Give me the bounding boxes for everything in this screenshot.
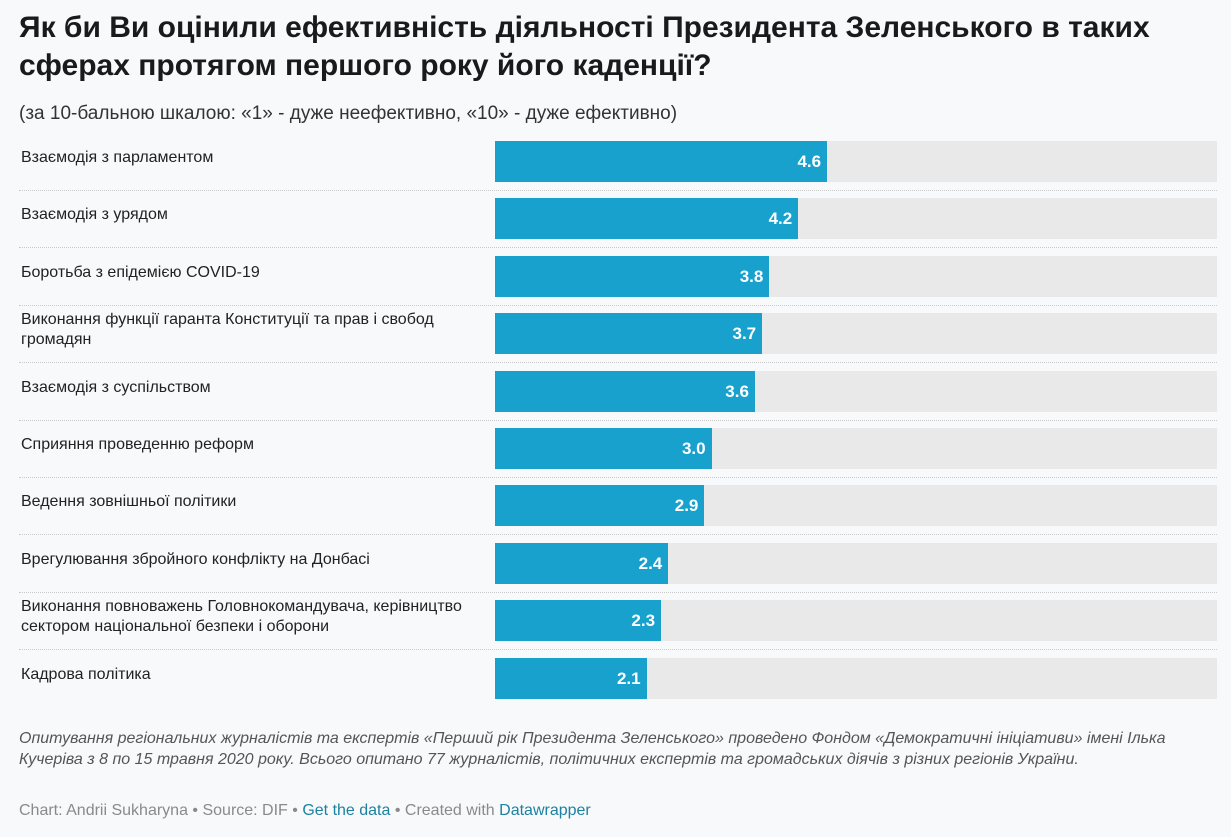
bar [495, 141, 828, 182]
chart-title: Як би Ви оцінили ефективність діяльності… [19, 11, 1150, 82]
category-label: Боротьба з епідемією COVID-19 [21, 263, 260, 281]
chart-notes: Опитування регіональних журналістів та е… [19, 730, 1166, 768]
bar [495, 198, 799, 240]
bar-track: 2.3 [495, 600, 1217, 642]
bar-track: 2.9 [495, 485, 1217, 527]
bar-chart: Взаємодія з парламентом 4.6 Взаємодія з ур… [19, 134, 1217, 706]
bar-value-label: 4.6 [797, 152, 822, 171]
bar-track: 4.2 [495, 198, 1217, 240]
category-label: Врегулювання збройного конфлікту на Донб… [21, 550, 370, 568]
chart-row: Виконання повноважень Головнокомандувача… [19, 593, 1217, 651]
chart-row: Боротьба з епідемією COVID-19 3.8 [19, 249, 1217, 306]
category-label: Виконання функції гаранта Конституції та… [21, 311, 434, 349]
bar-value-label: 2.1 [616, 668, 641, 688]
bar [495, 542, 669, 584]
category-label: Кадрова політика [21, 665, 151, 683]
bar-value-label: 3.8 [739, 266, 764, 286]
bar-value-label: 3.7 [732, 324, 757, 344]
bar [495, 313, 763, 355]
category-label: Взаємодія з урядом [21, 206, 168, 224]
bar [495, 657, 647, 699]
get-the-data-link[interactable]: Get the data [302, 802, 391, 819]
category-label: Взаємодія з парламентом [21, 149, 214, 166]
datawrapper-link[interactable]: Datawrapper [499, 802, 591, 819]
chart-row: Ведення зовнішньої політики 2.9 [19, 478, 1217, 536]
bar-value-label: 2.9 [674, 496, 699, 516]
chart-row: Кадрова політика 2.1 [19, 651, 1217, 708]
category-label: Виконання повноважень Головнокомандувача… [21, 598, 462, 636]
bar-track: 3.7 [495, 313, 1217, 355]
bar-value-label: 4.2 [768, 209, 793, 229]
chart-row: Взаємодія з парламентом 4.6 [19, 134, 1217, 191]
chart-footer: Chart: Andrii Sukharyna • Source: DIF • … [19, 801, 591, 821]
chart-row: Виконання функції гаранта Конституції та… [19, 306, 1217, 364]
category-label: Сприяння проведенню реформ [21, 436, 254, 453]
chart-subtitle: (за 10-бальною шкалою: «1» - дуже неефек… [19, 103, 678, 124]
bar-track: 3.8 [495, 255, 1217, 297]
bar-track: 3.0 [495, 428, 1217, 469]
bar [495, 600, 662, 642]
bar-track: 4.6 [495, 141, 1217, 182]
bar-value-label: 3.6 [725, 381, 749, 401]
bar-track: 2.4 [495, 542, 1217, 584]
chart-row: Взаємодія з урядом 4.2 [19, 191, 1217, 249]
bar [495, 370, 755, 412]
category-label: Взаємодія з суспільством [21, 378, 211, 396]
bar-value-label: 2.4 [638, 553, 663, 573]
chart-row: Сприяння проведенню реформ 3.0 [19, 421, 1217, 478]
chart-row: Врегулювання збройного конфлікту на Донб… [19, 536, 1217, 593]
bar-track: 3.6 [495, 370, 1217, 412]
bar [495, 485, 705, 527]
bar [495, 255, 770, 297]
bar-track: 2.1 [495, 657, 1217, 699]
chart-row: Взаємодія з суспільством 3.6 [19, 364, 1217, 421]
category-label: Ведення зовнішньої політики [21, 493, 237, 511]
bar-value-label: 3.0 [681, 439, 706, 458]
footer-credit: Chart: Andrii Sukharyna • Source: DIF • [19, 802, 303, 819]
bar [495, 428, 712, 469]
bar-value-label: 2.3 [631, 611, 656, 631]
footer-separator: • Created with [390, 802, 500, 819]
